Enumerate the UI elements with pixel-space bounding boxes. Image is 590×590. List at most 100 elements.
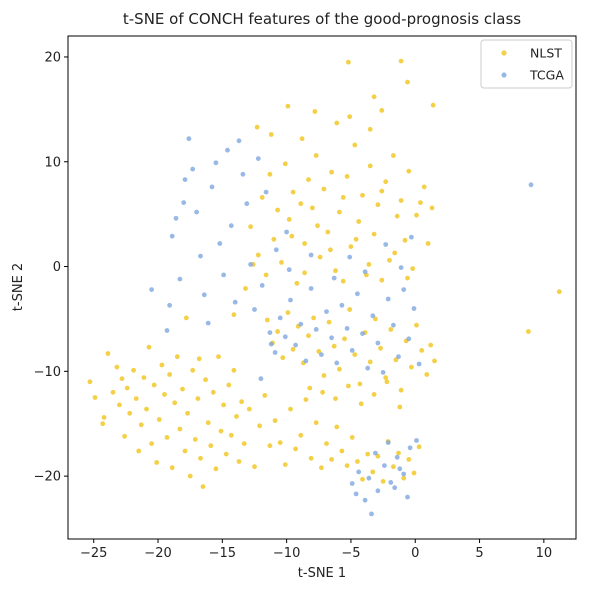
point-nlst xyxy=(151,382,157,388)
legend: NLST TCGA xyxy=(480,39,573,89)
point-tcga xyxy=(383,242,389,247)
point-tcga xyxy=(308,252,314,258)
point-nlst xyxy=(279,260,284,265)
point-tcga xyxy=(225,147,230,153)
point-nlst xyxy=(127,410,133,416)
point-nlst xyxy=(379,108,385,113)
point-nlst xyxy=(162,392,167,397)
point-tcga xyxy=(288,297,293,303)
point-tcga xyxy=(355,291,360,297)
legend-label-tcga: TCGA xyxy=(529,68,564,83)
point-tcga xyxy=(221,272,227,278)
point-tcga xyxy=(411,306,417,311)
point-nlst xyxy=(306,333,311,339)
point-nlst xyxy=(371,392,377,397)
point-nlst xyxy=(401,475,407,481)
point-nlst xyxy=(346,59,351,65)
point-nlst xyxy=(198,455,203,461)
point-nlst xyxy=(429,205,435,211)
point-tcga xyxy=(528,182,534,188)
y-tick-label: 0 xyxy=(53,260,61,275)
point-nlst xyxy=(337,366,342,372)
x-tick-label: −25 xyxy=(80,546,107,561)
point-nlst xyxy=(419,348,425,353)
point-nlst xyxy=(282,462,288,467)
point-tcga xyxy=(388,480,394,485)
point-nlst xyxy=(159,362,165,368)
point-nlst xyxy=(333,268,338,274)
point-nlst xyxy=(416,444,422,450)
point-nlst xyxy=(352,142,358,148)
point-nlst xyxy=(313,420,319,426)
point-nlst xyxy=(387,257,392,263)
point-nlst xyxy=(172,400,178,406)
point-tcga xyxy=(407,445,413,451)
point-tcga xyxy=(365,365,371,371)
point-nlst xyxy=(272,418,278,423)
point-tcga xyxy=(240,171,246,177)
point-nlst xyxy=(347,114,353,120)
point-nlst xyxy=(290,346,296,352)
point-tcga xyxy=(329,335,334,341)
point-nlst xyxy=(259,195,265,200)
point-tcga xyxy=(385,296,391,302)
point-nlst xyxy=(526,329,531,334)
point-nlst xyxy=(195,396,201,401)
point-nlst xyxy=(319,465,324,471)
point-nlst xyxy=(409,364,414,370)
point-nlst xyxy=(367,163,373,169)
point-tcga xyxy=(303,358,309,364)
point-tcga xyxy=(360,331,365,336)
point-nlst xyxy=(267,171,273,177)
point-nlst xyxy=(234,414,239,419)
point-nlst xyxy=(289,233,295,239)
legend-marker-nlst xyxy=(501,50,507,56)
point-nlst xyxy=(556,289,562,295)
point-tcga xyxy=(369,511,374,517)
point-nlst xyxy=(136,448,142,454)
x-tick-label: −15 xyxy=(209,546,236,561)
point-nlst xyxy=(378,345,383,351)
point-nlst xyxy=(122,433,127,439)
point-tcga xyxy=(201,292,207,298)
point-nlst xyxy=(339,448,345,454)
point-tcga xyxy=(248,262,254,267)
point-tcga xyxy=(396,354,401,360)
point-tcga xyxy=(217,241,223,246)
point-tcga xyxy=(259,283,265,288)
point-nlst xyxy=(333,396,338,401)
point-tcga xyxy=(385,440,391,445)
point-tcga xyxy=(267,330,273,335)
point-nlst xyxy=(257,423,262,429)
x-axis-label: t-SNE 1 xyxy=(298,566,346,581)
point-nlst xyxy=(313,153,319,158)
point-tcga xyxy=(273,247,279,253)
point-tcga xyxy=(362,269,368,275)
point-nlst xyxy=(267,443,273,449)
point-tcga xyxy=(173,215,179,221)
point-nlst xyxy=(141,375,147,380)
point-tcga xyxy=(347,254,353,260)
point-nlst xyxy=(293,446,298,452)
point-nlst xyxy=(119,376,125,382)
point-tcga xyxy=(252,307,257,312)
point-nlst xyxy=(303,397,309,402)
point-tcga xyxy=(406,336,412,342)
point-nlst xyxy=(149,441,155,446)
point-nlst xyxy=(105,351,111,356)
point-nlst xyxy=(299,136,305,142)
x-tick-label: −5 xyxy=(341,546,360,561)
point-tcga xyxy=(164,328,170,333)
point-nlst xyxy=(280,355,286,361)
point-nlst xyxy=(397,404,403,410)
point-nlst xyxy=(356,219,362,224)
point-nlst xyxy=(357,381,363,387)
point-nlst xyxy=(263,272,269,278)
point-nlst xyxy=(384,379,390,385)
point-nlst xyxy=(360,192,365,198)
point-nlst xyxy=(310,205,315,211)
point-nlst xyxy=(307,385,313,391)
series-nlst xyxy=(87,58,562,489)
point-nlst xyxy=(208,443,214,449)
point-nlst xyxy=(243,286,248,291)
